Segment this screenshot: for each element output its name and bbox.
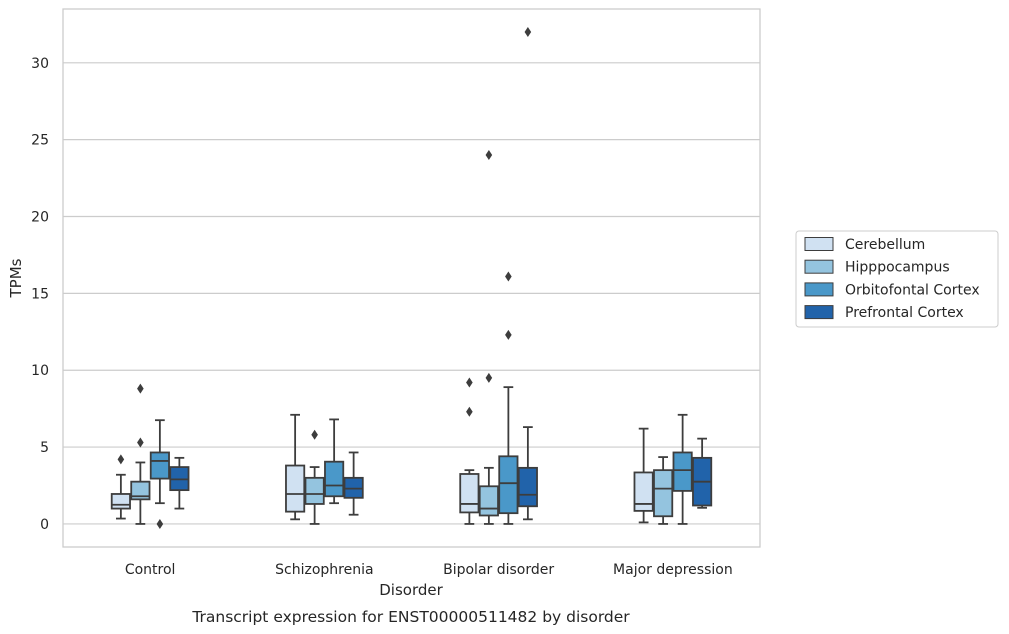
x-tick-label: Control: [125, 562, 176, 578]
outlier-point: [466, 406, 473, 417]
box-hipppocampus: [653, 456, 674, 525]
legend-frame: [795, 230, 999, 328]
box-body: [653, 469, 674, 518]
box-cerebellum: [459, 377, 480, 525]
x-axis-label: Disorder: [379, 581, 443, 599]
box-cerebellum: [633, 427, 654, 524]
y-tick-label: 20: [31, 210, 49, 226]
box-prefrontal-cortex: [343, 451, 364, 516]
x-tick-labels: Control Schizophrenia Bipolar disorder Majo…: [125, 562, 733, 578]
box-cerebellum: [285, 413, 306, 521]
box-hipppocampus: [304, 429, 325, 525]
y-tick-label: 10: [31, 363, 49, 379]
box-body: [304, 476, 325, 505]
box-cerebellum: [110, 454, 131, 520]
box-body: [459, 473, 480, 514]
box-body: [149, 451, 170, 480]
outlier-point: [524, 27, 532, 38]
legend-swatch: [804, 237, 834, 251]
chart-caption: Transcript expression for ENST0000051148…: [191, 608, 630, 626]
plot-frame: [62, 8, 761, 548]
gridlines: [63, 62, 760, 525]
box-body: [633, 471, 654, 512]
box-orbitofontal-cortex: [149, 419, 170, 529]
legend-swatch: [804, 305, 834, 320]
box-hipppocampus: [478, 150, 499, 525]
box-body: [130, 480, 151, 501]
outlier-point: [466, 377, 473, 388]
box-orbitofontal-cortex: [324, 418, 345, 505]
box-body: [517, 466, 538, 508]
legend-items: Cerebellum Hipppocampus Orbitofontal Corte…: [804, 237, 980, 321]
legend: Cerebellum Hipppocampus Orbitofontal Corte…: [795, 230, 999, 328]
legend-item: Prefrontal Cortex: [804, 305, 964, 321]
y-tick-label: 30: [31, 56, 49, 72]
y-tick-label: 15: [31, 286, 49, 302]
box-body: [478, 485, 499, 517]
outlier-point: [156, 518, 164, 529]
legend-label: Cerebellum: [845, 237, 925, 253]
box-body: [498, 455, 519, 515]
outlier-point: [505, 271, 512, 282]
legend-item: Cerebellum: [804, 237, 925, 253]
legend-item: Orbitofontal Cortex: [804, 282, 980, 298]
box-body: [285, 464, 306, 513]
x-tick-label: Bipolar disorder: [443, 562, 554, 578]
box-prefrontal-cortex: [169, 456, 190, 510]
outlier-point: [137, 383, 144, 394]
legend-item: Hipppocampus: [804, 259, 950, 276]
legend-swatch: [804, 282, 834, 297]
y-axis-label: TPMs: [7, 258, 25, 298]
legend-swatch: [804, 259, 834, 274]
y-tick-label: 0: [40, 517, 49, 533]
x-tick-label: Schizophrenia: [275, 562, 373, 578]
box-plots: [110, 27, 713, 529]
outlier-point: [485, 150, 493, 161]
box-orbitofontal-cortex: [672, 413, 693, 525]
outlier-point: [117, 454, 125, 465]
outlier-point: [137, 437, 144, 448]
box-body: [672, 451, 693, 492]
box-hipppocampus: [130, 383, 151, 525]
outlier-point: [485, 372, 493, 383]
outlier-point: [505, 329, 512, 340]
y-tick-labels: 0 5 10 15 20 25 30: [31, 56, 49, 533]
y-tick-label: 25: [31, 133, 49, 149]
box-body: [110, 493, 131, 510]
legend-label: Hipppocampus: [845, 260, 950, 276]
box-orbitofontal-cortex: [498, 271, 519, 525]
outlier-point: [311, 429, 318, 440]
box-prefrontal-cortex: [692, 437, 713, 509]
y-tick-label: 5: [40, 440, 49, 456]
legend-label: Prefrontal Cortex: [845, 305, 964, 321]
x-tick-label: Major depression: [613, 562, 733, 578]
box-body: [324, 460, 345, 498]
legend-label: Orbitofontal Cortex: [845, 282, 980, 298]
box-prefrontal-cortex: [517, 27, 538, 521]
